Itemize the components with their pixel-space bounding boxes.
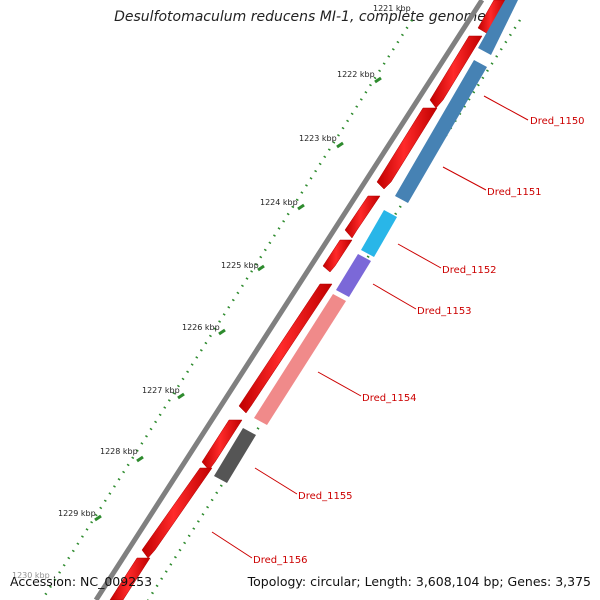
tick-marks (94, 76, 382, 522)
gene-label: Dred_1154 (362, 393, 417, 404)
forward-gene-arrow (322, 239, 353, 273)
tick-label: 1230 kbp (12, 571, 50, 580)
tick-label: 1227 kbp (142, 386, 180, 395)
forward-gene-arrow (141, 467, 213, 559)
gene-label: Dred_1156 (253, 555, 308, 566)
gene-label: Dred_1153 (417, 306, 472, 317)
tick-label: 1223 kbp (299, 134, 337, 143)
gene-Dred_1151 (395, 60, 487, 203)
map-title: Desulfotomaculum reducens MI-1, complete… (114, 9, 486, 25)
gene-label: Dred_1150 (530, 116, 585, 127)
forward-strand-genes (109, 0, 507, 600)
topology-text: Topology: circular; Length: 3,608,104 bp… (247, 574, 591, 589)
forward-gene-arrow (238, 283, 333, 414)
ruler-outer-dotted (40, 19, 414, 600)
tick-label: 1226 kbp (182, 323, 220, 332)
gene-Dred_1155 (214, 428, 256, 483)
forward-gene-arrow (376, 107, 438, 190)
gene-label: Dred_1151 (487, 187, 542, 198)
gene-Dred_1150 (478, 0, 518, 55)
tick-label: 1229 kbp (58, 509, 96, 518)
gene-Dred_1152 (361, 210, 397, 257)
tick-label: 1224 kbp (260, 198, 298, 207)
gene-labels: Dred_1150 Dred_1151 Dred_1152 Dred_1153 … (253, 116, 585, 566)
tick-label: 1225 kbp (221, 261, 259, 270)
forward-gene-arrow (429, 35, 483, 109)
tick-label: 1222 kbp (337, 70, 375, 79)
genome-backbone (93, 0, 485, 600)
forward-gene-arrow (344, 195, 381, 239)
tick-label: 1228 kbp (100, 447, 138, 456)
tick-label: 1221 kbp (373, 4, 411, 13)
gene-label: Dred_1155 (298, 491, 353, 502)
reverse-strand-genes (214, 0, 518, 483)
gene-leader-lines (211, 95, 529, 559)
tick-labels: 1221 kbp 1222 kbp 1223 kbp 1224 kbp 1225… (12, 4, 411, 580)
accession-text: Accession: NC_009253 (10, 574, 153, 589)
gene-Dred_1153 (336, 254, 371, 297)
gene-label: Dred_1152 (442, 265, 497, 276)
forward-gene-arrow (109, 557, 151, 600)
gene-Dred_1154 (254, 294, 346, 425)
